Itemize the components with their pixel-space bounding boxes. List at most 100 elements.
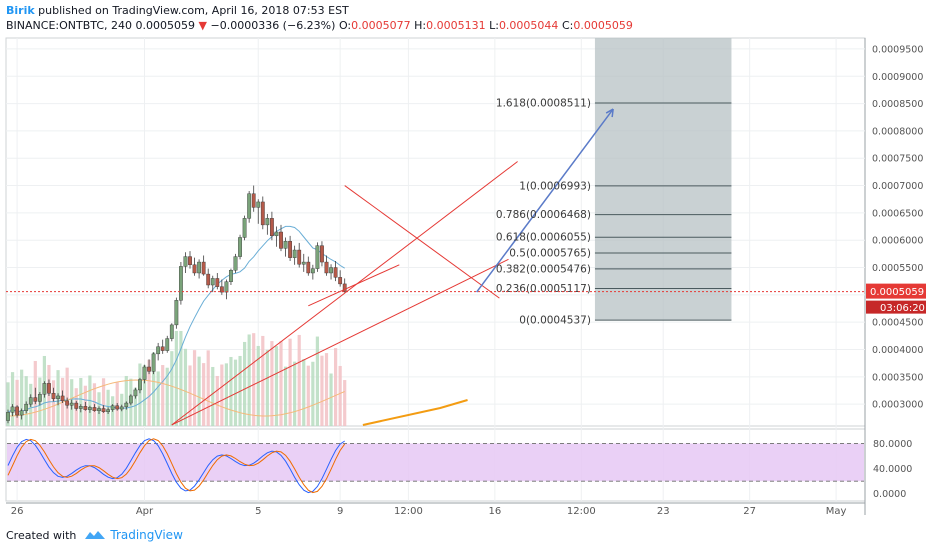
volume-bar [183, 348, 188, 426]
descending-trendline [344, 185, 500, 299]
trendlines [171, 108, 614, 426]
volume-bar [211, 366, 215, 426]
volume-bar [142, 364, 147, 426]
candle-body [65, 400, 70, 406]
candle-body [78, 406, 83, 409]
volume-bar [170, 351, 174, 426]
candle-body [119, 406, 124, 410]
volume-bar [274, 346, 279, 426]
price-tick-label: 0.0009000 [872, 72, 923, 83]
volume-bar [293, 361, 297, 426]
last-price-label: 0.0005059 [870, 287, 924, 298]
volume-bar [334, 348, 338, 426]
volume-bar [302, 359, 306, 426]
candle-body [219, 286, 224, 293]
candle-body [310, 268, 315, 274]
time-tick-label: 16 [488, 506, 501, 517]
candle-body [74, 402, 79, 409]
footer: Created with TradingView [6, 526, 183, 544]
volume-bar [206, 350, 210, 426]
moving-average-orange [362, 399, 468, 426]
candle-body [56, 395, 60, 399]
price-tick-label: 0.0008000 [872, 126, 923, 137]
projection-arrow [476, 108, 614, 293]
chart-header: Birik published on TradingView.com, Apri… [6, 3, 926, 35]
candle-body [174, 300, 179, 326]
tradingview-logo-icon [85, 531, 106, 539]
support-trendline [308, 264, 400, 307]
candle-body [37, 394, 42, 402]
volume-bar [174, 331, 178, 426]
volume-bar [288, 338, 292, 426]
candle-body [83, 406, 88, 410]
candle-body [315, 245, 320, 269]
candle-body [19, 410, 24, 416]
volume-bar [124, 375, 128, 426]
time-tick-label: 12:00 [394, 506, 423, 517]
price-tick-label: 0.0004500 [872, 318, 923, 329]
candle-body [229, 270, 233, 282]
rising-trendline-upper [171, 161, 518, 426]
candle-body [160, 346, 165, 351]
volume-bar [243, 341, 247, 426]
volume-bar [338, 365, 342, 426]
time-tick-label: May [826, 506, 847, 517]
candle-body [42, 383, 47, 395]
open-label: O: [338, 19, 352, 32]
tradingview-brand[interactable]: TradingView [110, 528, 183, 542]
candle-body [247, 193, 252, 219]
volume-bar [220, 364, 224, 426]
volume-bar [156, 371, 160, 426]
volume-bar [297, 334, 301, 426]
candle-body [224, 281, 229, 293]
stoch-tick-label: 0.0000 [873, 489, 906, 500]
candle-body [197, 261, 201, 274]
volume-bar [233, 359, 238, 426]
price-tick-label: 0.0009500 [872, 44, 923, 55]
volume-bar [324, 353, 329, 426]
close-label: C: [561, 19, 574, 32]
candle-body [6, 412, 10, 421]
price-tick-label: 0.0006000 [872, 236, 923, 247]
stoch-axis-labels: 80.0000 40.0000 0.0000 [873, 439, 912, 500]
volume-bar [51, 380, 56, 426]
candle-body [151, 353, 156, 372]
candle-body [92, 407, 97, 411]
price-tick-label: 0.0007500 [872, 154, 923, 165]
time-tick-label: 9 [337, 506, 343, 517]
price-tick-label: 0.0005500 [872, 263, 923, 274]
volume-bar [247, 334, 251, 426]
candle-body [156, 346, 161, 355]
fib-level-label: 0.786(0.0006468) [496, 209, 591, 221]
publication-line: Birik published on TradingView.com, Apri… [6, 3, 926, 18]
fib-level-label: 0.382(0.0005476) [496, 263, 591, 275]
high-value: 0.0005131 [426, 19, 486, 32]
candle-body [320, 245, 324, 263]
candle-body [142, 366, 147, 380]
candle-body [138, 379, 142, 391]
candle-body [183, 256, 188, 267]
candle-body [192, 264, 197, 274]
fib-level-label: 0.236(0.0005117) [496, 283, 591, 295]
fib-level-label: 0(0.0004537) [519, 315, 591, 327]
volume-bar [265, 349, 269, 426]
stoch-band [7, 443, 864, 482]
fib-level-label: 0.5(0.0005765) [509, 248, 591, 260]
price-tick-label: 0.0007000 [872, 181, 923, 192]
volume-bar [270, 341, 274, 426]
last-price-box [866, 283, 926, 299]
candle-body [265, 218, 270, 226]
author-link[interactable]: Birik [6, 4, 35, 17]
candle-body [101, 408, 106, 412]
high-label: H: [414, 19, 427, 32]
candle-body [28, 397, 33, 405]
fib-projection-zone [594, 38, 732, 321]
time-tick-label: Apr [136, 506, 154, 517]
open-value: 0.0005077 [351, 19, 411, 32]
published-text: published on TradingView.com, April 16, … [34, 4, 349, 17]
candle-body [306, 261, 311, 274]
time-tick-label: 27 [743, 506, 756, 517]
candle-body [124, 402, 129, 408]
candle-body [206, 273, 211, 286]
